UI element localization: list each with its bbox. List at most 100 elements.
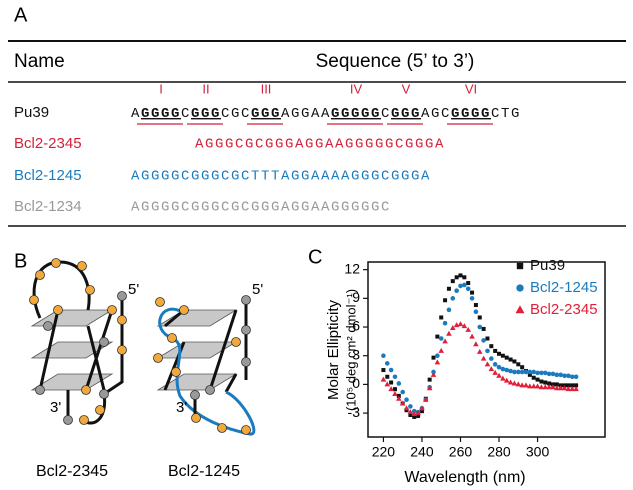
y-axis-title: (10⁵ deg cm² dmol⁻¹) xyxy=(343,289,358,411)
data-point xyxy=(527,383,533,389)
data-point xyxy=(500,375,506,381)
nucleotide xyxy=(29,295,39,305)
data-point xyxy=(446,286,451,291)
nucleotide xyxy=(35,385,45,395)
sequence-segment: GGGG xyxy=(451,106,491,122)
nucleotide xyxy=(107,305,117,315)
nucleotide xyxy=(35,270,45,280)
nucleotide xyxy=(155,297,165,307)
data-point xyxy=(574,383,579,388)
tract-label: I xyxy=(159,81,163,96)
structure-name: Bcl2-2345 xyxy=(36,463,108,480)
x-tick-label: 260 xyxy=(449,444,473,460)
data-point xyxy=(438,336,444,341)
data-point xyxy=(558,372,563,378)
data-point xyxy=(458,273,463,278)
data-point xyxy=(403,405,410,411)
data-point xyxy=(512,359,517,364)
sequence-segment: C xyxy=(181,106,191,122)
panel-label: A xyxy=(14,4,28,26)
data-point xyxy=(570,383,575,388)
nucleotide xyxy=(171,367,181,377)
data-point xyxy=(515,381,522,387)
data-point xyxy=(430,371,437,377)
data-point xyxy=(527,369,533,375)
data-point xyxy=(462,275,467,280)
tract-label: II xyxy=(202,81,209,96)
data-point xyxy=(389,380,394,385)
data-point xyxy=(450,279,455,284)
data-point xyxy=(534,383,541,389)
sequence-segment: A xyxy=(131,106,141,122)
panel-label: C xyxy=(308,246,322,268)
data-point xyxy=(550,371,556,377)
nucleotide xyxy=(43,321,53,331)
panel-label: B xyxy=(14,250,27,272)
nucleotide xyxy=(85,285,95,295)
nucleotide xyxy=(117,345,127,355)
data-point xyxy=(523,369,529,375)
data-point xyxy=(481,338,486,343)
y-tick-label: 3 xyxy=(352,346,360,362)
end-label: 5' xyxy=(128,281,139,298)
data-point xyxy=(442,320,448,326)
nucleotide xyxy=(117,291,127,301)
structure-name: Bcl2-1245 xyxy=(168,463,240,480)
nucleotide xyxy=(167,333,177,343)
data-point xyxy=(562,373,567,379)
nucleotide xyxy=(79,415,89,425)
data-point xyxy=(546,371,552,377)
tract-label: V xyxy=(402,81,411,96)
nucleotide xyxy=(77,261,87,271)
data-point xyxy=(515,305,525,314)
data-point xyxy=(516,362,521,367)
data-point xyxy=(530,383,537,389)
legend-label: Bcl2-1245 xyxy=(530,279,598,296)
data-point xyxy=(435,334,440,339)
data-point xyxy=(465,326,471,332)
data-point xyxy=(542,370,548,376)
x-tick-label: 240 xyxy=(410,444,434,460)
nucleotide xyxy=(231,337,241,347)
data-point xyxy=(400,389,405,395)
end-label: 3' xyxy=(176,399,187,416)
data-point xyxy=(416,413,421,418)
nucleotide xyxy=(179,305,189,315)
data-point xyxy=(508,357,513,362)
x-tick-label: 300 xyxy=(526,444,550,460)
data-point xyxy=(492,369,498,375)
data-point xyxy=(473,341,479,347)
sequence-segment: CTG xyxy=(491,106,521,122)
x-axis-title: Wavelength (nm) xyxy=(404,469,525,486)
data-point xyxy=(419,405,425,411)
strand xyxy=(38,309,114,391)
data-point xyxy=(461,323,468,329)
data-point xyxy=(434,359,441,365)
nucleotide xyxy=(99,389,109,399)
x-tick-label: 220 xyxy=(372,444,396,460)
data-point xyxy=(426,385,433,391)
y-tick-label: -3 xyxy=(348,404,361,420)
nucleotide xyxy=(205,385,215,395)
data-point xyxy=(554,382,559,387)
data-point xyxy=(473,303,478,308)
data-point xyxy=(493,348,498,353)
data-point xyxy=(496,372,502,378)
y-tick-label: 9 xyxy=(352,289,360,305)
tract-label: IV xyxy=(350,81,363,96)
data-point xyxy=(516,262,524,270)
sequence: AGGGCGCGGGAGGAAGGGGGCGGGA xyxy=(195,137,445,153)
data-point xyxy=(442,338,448,344)
nucleotide xyxy=(81,385,91,395)
nucleotide xyxy=(51,258,61,268)
data-point xyxy=(539,370,544,376)
data-point xyxy=(561,385,568,391)
data-point xyxy=(388,367,394,373)
data-point xyxy=(489,356,494,361)
row-name: Bcl2-1234 xyxy=(14,198,82,215)
column-header: Name xyxy=(14,51,65,72)
data-point xyxy=(439,315,444,320)
data-point xyxy=(462,282,467,288)
column-header: Sequence (5’ to 3’) xyxy=(316,51,475,72)
